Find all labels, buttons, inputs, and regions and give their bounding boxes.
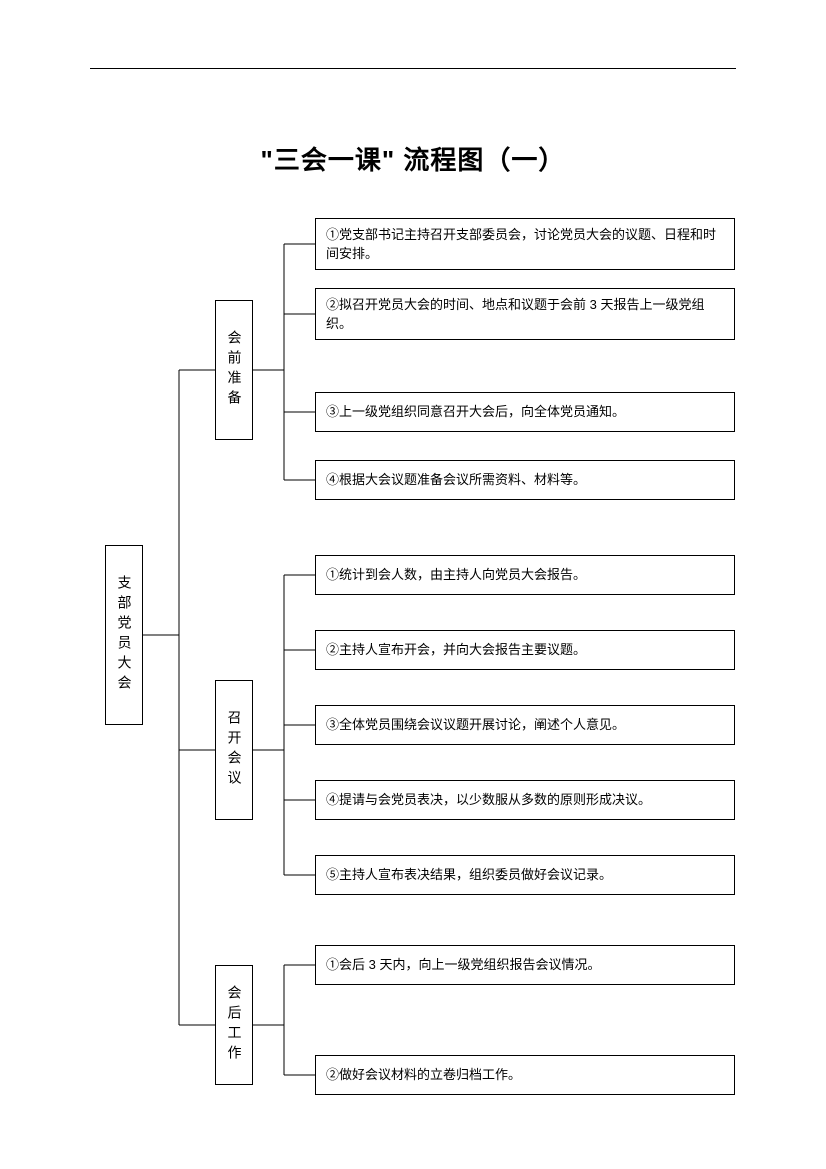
leaf-text: ③全体党员围绕会议议题开展讨论，阐述个人意见。 (326, 715, 625, 735)
leaf-text: ①党支部书记主持召开支部委员会，讨论党员大会的议题、日程和时间安排。 (326, 225, 724, 264)
root-node: 支部党员大会 (105, 545, 143, 725)
phase-node: 会前准备 (215, 300, 253, 440)
root-node-label: 支部党员大会 (114, 575, 135, 695)
leaf-text: ②主持人宣布开会，并向大会报告主要议题。 (326, 640, 586, 660)
phase-node-label: 会后工作 (224, 985, 245, 1065)
phase-node-label: 会前准备 (224, 330, 245, 410)
leaf-node: ①统计到会人数，由主持人向党员大会报告。 (315, 555, 735, 595)
header-rule (90, 68, 736, 69)
leaf-node: ③全体党员围绕会议议题开展讨论，阐述个人意见。 (315, 705, 735, 745)
leaf-node: ④提请与会党员表决，以少数服从多数的原则形成决议。 (315, 780, 735, 820)
leaf-text: ③上一级党组织同意召开大会后，向全体党员通知。 (326, 402, 625, 422)
leaf-text: ④提请与会党员表决，以少数服从多数的原则形成决议。 (326, 790, 651, 810)
page: "三会一课" 流程图（一） 支部党员大会 会前准备 召开会议 会后工作 ①党支部… (0, 0, 826, 1169)
leaf-text: ⑤主持人宣布表决结果，组织委员做好会议记录。 (326, 865, 612, 885)
leaf-text: ②拟召开党员大会的时间、地点和议题于会前 3 天报告上一级党组织。 (326, 295, 724, 334)
phase-node: 召开会议 (215, 680, 253, 820)
page-title: "三会一课" 流程图（一） (0, 140, 826, 177)
leaf-node: ②主持人宣布开会，并向大会报告主要议题。 (315, 630, 735, 670)
leaf-node: ⑤主持人宣布表决结果，组织委员做好会议记录。 (315, 855, 735, 895)
leaf-text: ①统计到会人数，由主持人向党员大会报告。 (326, 565, 586, 585)
leaf-node: ②拟召开党员大会的时间、地点和议题于会前 3 天报告上一级党组织。 (315, 288, 735, 340)
leaf-text: ②做好会议材料的立卷归档工作。 (326, 1065, 521, 1085)
leaf-node: ③上一级党组织同意召开大会后，向全体党员通知。 (315, 392, 735, 432)
phase-node-label: 召开会议 (224, 710, 245, 790)
leaf-text: ④根据大会议题准备会议所需资料、材料等。 (326, 470, 586, 490)
leaf-node: ①会后 3 天内，向上一级党组织报告会议情况。 (315, 945, 735, 985)
leaf-text: ①会后 3 天内，向上一级党组织报告会议情况。 (326, 955, 600, 975)
leaf-node: ②做好会议材料的立卷归档工作。 (315, 1055, 735, 1095)
leaf-node: ①党支部书记主持召开支部委员会，讨论党员大会的议题、日程和时间安排。 (315, 218, 735, 270)
phase-node: 会后工作 (215, 965, 253, 1085)
leaf-node: ④根据大会议题准备会议所需资料、材料等。 (315, 460, 735, 500)
